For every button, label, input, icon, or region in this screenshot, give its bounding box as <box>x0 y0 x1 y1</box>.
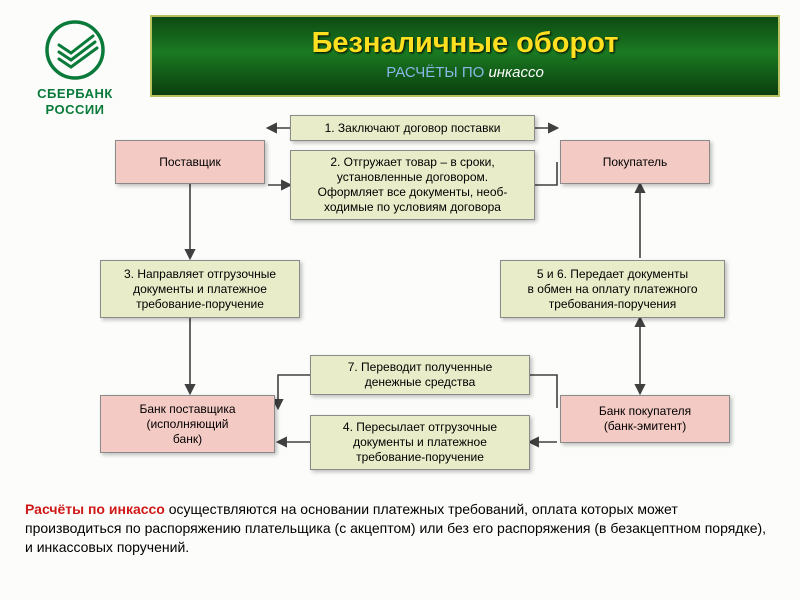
box-step56: 5 и 6. Передает документыв обмен на опла… <box>500 260 725 318</box>
footnote-lead: Расчёты по инкассо <box>25 501 169 517</box>
sberbank-logo: СБЕРБАНК РОССИИ <box>10 20 140 117</box>
box-step1: 1. Заключают договор поставки <box>290 115 535 141</box>
sberbank-logo-icon <box>45 20 105 80</box>
arrow-step2_l <box>535 162 557 185</box>
box-supplier: Поставщик <box>115 140 265 184</box>
logo-line1: СБЕРБАНК <box>10 86 140 102</box>
title-sub-b: инкассо <box>488 64 543 81</box>
box-step7: 7. Переводит полученныеденежные средства <box>310 355 530 395</box>
box-step4: 4. Пересылает отгрузочныедокументы и пла… <box>310 415 530 470</box>
title-bar: Безналичные оборот расчёты по инкассо <box>150 15 780 97</box>
box-buyer_bank: Банк покупателя(банк-эмитент) <box>560 395 730 443</box>
box-step2: 2. Отгружает товар – в сроки,установленн… <box>290 150 535 220</box>
title-sub-a: расчёты по <box>386 64 488 81</box>
box-buyer: Покупатель <box>560 140 710 184</box>
flow-diagram: Поставщик Покупатель Банк поставщика(испол… <box>0 110 800 490</box>
title-main: Безналичные оборот <box>152 27 778 60</box>
arrow-7_r <box>530 375 557 408</box>
title-sub: расчёты по инкассо <box>152 64 778 81</box>
box-supplier_bank: Банк поставщика(исполняющийбанк) <box>100 395 275 453</box>
box-step3: 3. Направляет отгрузочныедокументы и пла… <box>100 260 300 318</box>
arrow-7_l <box>278 375 310 408</box>
footnote: Расчёты по инкассо осуществляются на осн… <box>25 500 775 557</box>
